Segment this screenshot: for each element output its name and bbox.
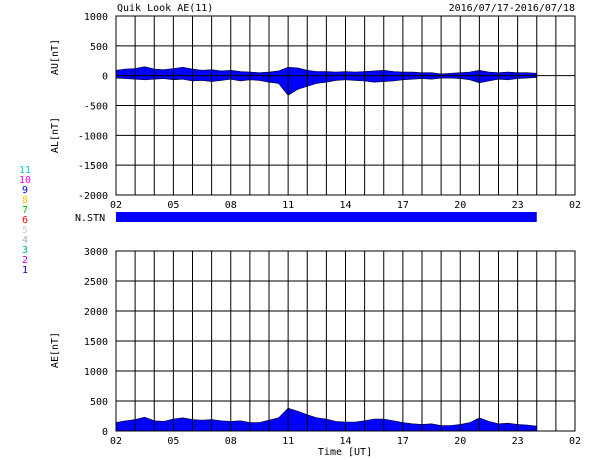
x-tick-label: 14	[339, 436, 351, 447]
y-tick-label: 500	[90, 397, 108, 408]
y-tick-label: -500	[84, 102, 108, 113]
station-count-bar	[116, 212, 537, 222]
legend-station-label: 10	[19, 175, 31, 186]
legend-station-label: 2	[22, 255, 28, 266]
legend-station-label: 3	[22, 245, 28, 256]
legend-station-label: 7	[22, 205, 28, 216]
series-area-0	[115, 66, 538, 76]
y-tick-label: -1500	[78, 161, 108, 172]
chart-title: Quik Look AE(11)	[117, 3, 213, 14]
x-tick-label: 20	[454, 436, 466, 447]
x-tick-label: 05	[167, 200, 179, 211]
x-tick-label: 11	[282, 436, 294, 447]
x-tick-label: 08	[225, 436, 237, 447]
legend-station-label: 6	[22, 215, 28, 226]
x-tick-label: 08	[225, 200, 237, 211]
x-tick-label: 11	[282, 200, 294, 211]
plot-frame	[115, 250, 576, 432]
date-range: 2016/07/17-2016/07/18	[449, 3, 575, 14]
y-tick-label: 0	[102, 72, 108, 83]
legend-station-label: 1	[22, 265, 28, 276]
y-tick-label: 1000	[84, 367, 108, 378]
ae-axis-label: AE[nT]	[50, 332, 61, 368]
legend-station-label: 5	[22, 225, 28, 236]
x-tick-label: 02	[569, 200, 581, 211]
al-axis-label: AL[nT]	[50, 117, 61, 153]
legend-station-label: 4	[22, 235, 28, 246]
au-axis-label: AU[nT]	[50, 39, 61, 75]
x-tick-label: 23	[512, 200, 524, 211]
station-count-fill	[116, 212, 537, 222]
x-tick-label: 14	[339, 200, 351, 211]
legend-station-label: 9	[22, 185, 28, 196]
x-tick-label: 02	[110, 200, 122, 211]
y-tick-label: -2000	[78, 191, 108, 202]
y-tick-label: 500	[90, 42, 108, 53]
y-tick-label: 0	[102, 427, 108, 438]
x-tick-label: 23	[512, 436, 524, 447]
stn-label: N.STN	[75, 213, 105, 224]
x-tick-label: 02	[110, 436, 122, 447]
y-tick-label: -1000	[78, 131, 108, 142]
y-tick-label: 2500	[84, 277, 108, 288]
x-tick-label: 17	[397, 200, 409, 211]
plot-frame	[115, 15, 576, 196]
legend-station-label: 8	[22, 195, 28, 206]
y-tick-label: 2000	[84, 307, 108, 318]
x-tick-label: 02	[569, 436, 581, 447]
y-tick-label: 1500	[84, 337, 108, 348]
x-tick-label: 05	[167, 436, 179, 447]
legend-station-label: 11	[19, 165, 31, 176]
x-tick-label: 20	[454, 200, 466, 211]
x-axis-title: Time [UT]	[318, 447, 372, 458]
y-tick-label: 3000	[84, 247, 108, 258]
y-tick-label: 1000	[84, 12, 108, 23]
x-tick-label: 17	[397, 436, 409, 447]
